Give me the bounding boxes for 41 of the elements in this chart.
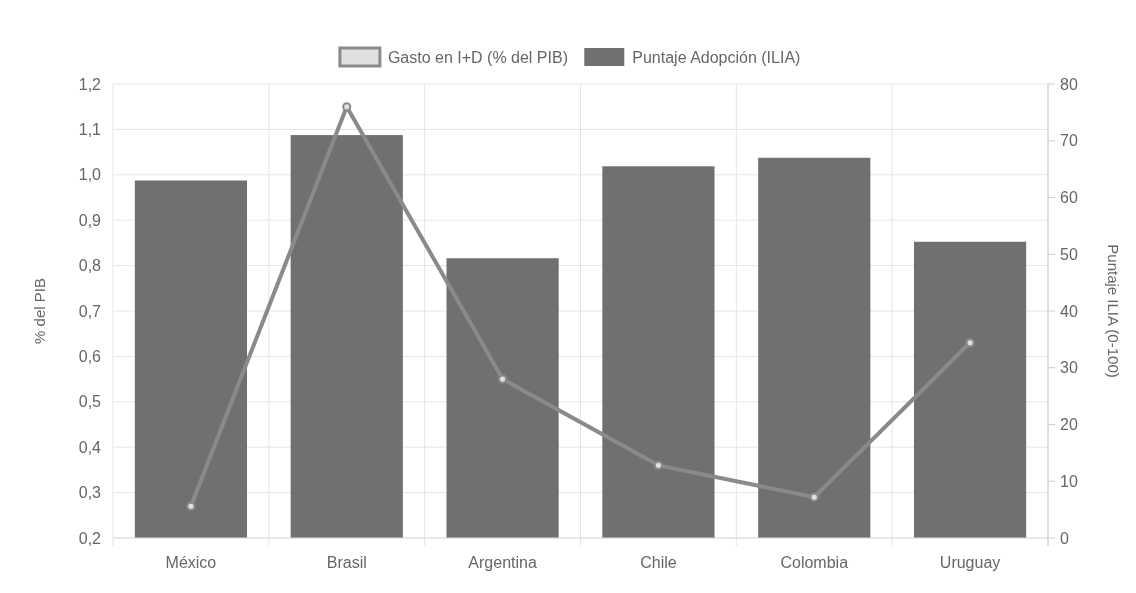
legend-label: Gasto en I+D (% del PIB) (387, 48, 568, 66)
y-tick-label: 0,9 (78, 211, 102, 229)
x-tick-label: Colombia (780, 554, 849, 571)
y-tick-label: 0,6 (78, 348, 102, 365)
y-tick-label: 0,3 (78, 484, 102, 502)
point (186, 501, 196, 511)
y2-tick-label: 0 (1060, 529, 1069, 547)
y2-tick-label: 10 (1060, 472, 1078, 490)
y-tick-label: 0,5 (78, 393, 102, 411)
point (965, 338, 975, 348)
bar (602, 166, 715, 538)
y2-tick-label: 30 (1060, 359, 1078, 377)
y-tick-label: 0,2 (78, 529, 102, 547)
y2-tick-label: 40 (1060, 302, 1078, 320)
x-tick-label: México (165, 554, 217, 571)
y-tick-label: 1,2 (78, 75, 102, 93)
y2-tick-label: 80 (1060, 75, 1078, 93)
y2-tick-label: 70 (1060, 132, 1078, 150)
bar (134, 180, 248, 538)
y-tick-label: 0,8 (78, 257, 102, 275)
bar (913, 241, 1027, 538)
y-tick-label: 1,1 (78, 121, 102, 138)
legend-label: Puntaje Adopción (ILIA) (632, 48, 801, 66)
x-tick-label: Uruguay (939, 554, 1001, 571)
y2-tick-label: 50 (1060, 245, 1078, 263)
y-tick-label: 0,4 (78, 438, 102, 456)
y-tick-label: 0,7 (78, 302, 102, 320)
bar (446, 258, 559, 538)
x-tick-label: Chile (640, 554, 677, 571)
y2-axis-title: Puntaje ILIA (0-100) (1105, 244, 1122, 378)
x-tick-label: Brasil (326, 554, 367, 571)
y-axis-title: % del PIB (31, 278, 48, 344)
y-tick-label: 1,0 (78, 166, 102, 184)
point (809, 492, 819, 502)
bar (290, 135, 403, 538)
point (498, 374, 508, 384)
x-tick-label: Argentina (468, 554, 537, 571)
y2-tick-label: 60 (1060, 189, 1078, 207)
point (653, 460, 663, 470)
y2-tick-label: 20 (1060, 416, 1078, 434)
bar (758, 157, 871, 538)
